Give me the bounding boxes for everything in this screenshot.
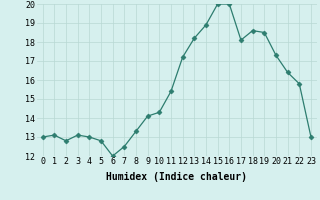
X-axis label: Humidex (Indice chaleur): Humidex (Indice chaleur) <box>106 172 247 182</box>
